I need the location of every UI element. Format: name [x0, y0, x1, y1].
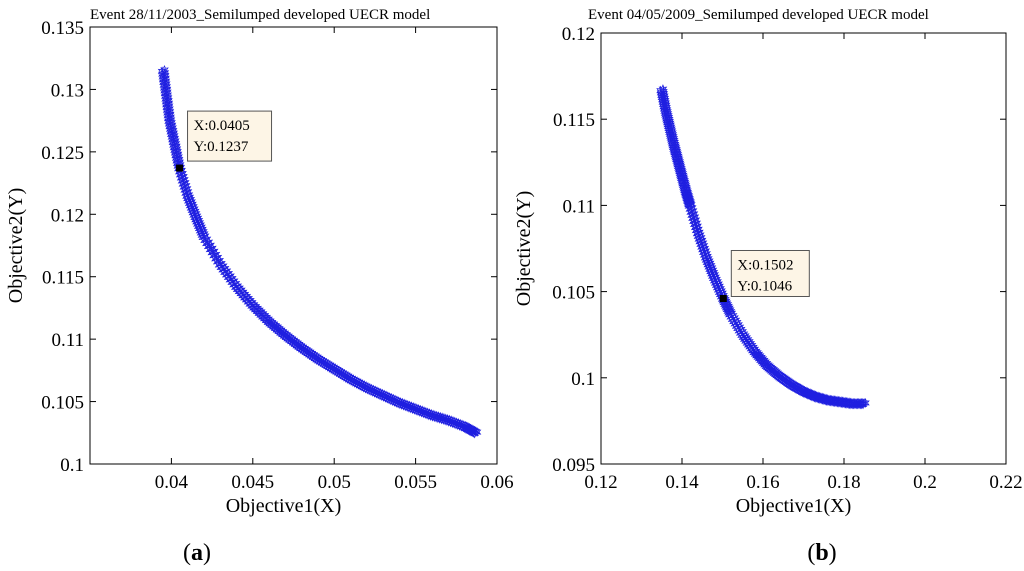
plot-area-frame [89, 26, 498, 465]
datatip-y-value: Y:0.1046 [737, 278, 792, 294]
chart-panel-a: Event 28/11/2003_Semilumped developed UE… [5, 7, 514, 566]
datatip-x-value: X:0.1502 [737, 257, 793, 273]
datatip-x-value: X:0.0405 [194, 118, 250, 134]
y-tick-label: 0.095 [552, 455, 595, 476]
series-pareto-front [157, 64, 482, 439]
datatip-marker [719, 294, 727, 302]
y-tick-label: 0.115 [553, 110, 595, 131]
x-tick-label: 0.055 [394, 472, 437, 493]
datatip-box [730, 249, 810, 297]
chart-panel-b: Event 04/05/2009_Semilumped developed UE… [513, 7, 1023, 566]
x-tick-label: 0.05 [318, 472, 351, 493]
y-axis-label: Objective2(Y) [5, 188, 27, 304]
datatip-y-value: Y:0.1237 [194, 139, 249, 155]
x-tick-label: 0.14 [665, 472, 699, 493]
y-tick-label: 0.1 [60, 455, 84, 476]
x-tick-label: 0.16 [746, 472, 779, 493]
x-tick-label: 0.045 [231, 472, 274, 493]
chart-title: Event 28/11/2003_Semilumped developed UE… [90, 7, 430, 23]
y-tick-label: 0.11 [51, 330, 84, 351]
data-point-marker [858, 399, 868, 410]
data-point-marker [469, 427, 478, 438]
y-tick-label: 0.105 [552, 283, 595, 304]
data-point-marker [470, 428, 479, 439]
datatip-marker [176, 164, 184, 172]
y-tick-label: 0.13 [51, 80, 84, 101]
x-axis-label: Objective1(X) [226, 495, 342, 517]
x-tick-label: 0.22 [989, 472, 1022, 493]
data-point-marker [861, 397, 870, 408]
x-tick-label: 0.12 [584, 472, 617, 493]
x-tick-label: 0.2 [913, 472, 937, 493]
y-tick-label: 0.12 [562, 24, 595, 45]
y-tick-label: 0.1 [571, 369, 595, 390]
panel-label: (a) [183, 540, 211, 566]
y-tick-label: 0.115 [42, 268, 84, 289]
plot-area-frame [600, 32, 1007, 465]
datatip-box [187, 110, 273, 162]
chart-title: Event 04/05/2009_Semilumped developed UE… [588, 7, 929, 23]
y-tick-label: 0.105 [41, 393, 84, 414]
x-axis-label: Objective1(X) [736, 495, 852, 517]
panel-label: (b) [807, 540, 836, 566]
y-tick-label: 0.12 [51, 205, 84, 226]
series-pareto-front [656, 84, 870, 410]
x-tick-label: 0.04 [155, 472, 189, 493]
x-tick-label: 0.18 [827, 472, 860, 493]
x-tick-label: 0.06 [480, 472, 513, 493]
data-point-marker [472, 427, 482, 438]
y-tick-label: 0.11 [562, 196, 595, 217]
y-tick-label: 0.125 [41, 143, 84, 164]
y-axis-label: Objective2(Y) [513, 191, 535, 307]
y-tick-label: 0.135 [41, 18, 84, 39]
